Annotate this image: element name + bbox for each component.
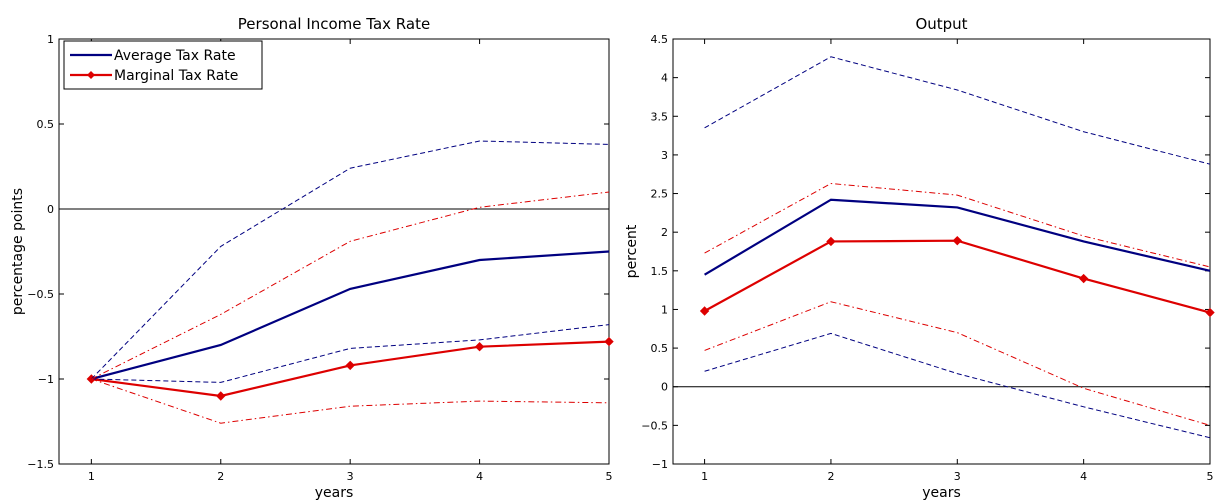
right-series-1-point xyxy=(952,235,963,246)
right-ytick-label: 3.5 xyxy=(651,110,669,123)
right-ytick-label: −1 xyxy=(652,458,668,471)
left-ytick-label: −0.5 xyxy=(27,288,54,301)
left-ytick-label: 0 xyxy=(47,203,54,216)
left-ytick-label: 1 xyxy=(47,33,54,46)
left-x-axis-label: years xyxy=(315,485,354,501)
left-legend-box xyxy=(63,40,263,90)
left-series-1-point xyxy=(216,391,226,401)
right-ytick-label: 0.5 xyxy=(651,342,669,355)
legend-label-0: Average Tax Rate xyxy=(114,48,236,64)
right-series-1-point xyxy=(826,236,836,247)
right-chart-title: Output xyxy=(915,15,967,33)
left-xtick-label: 1 xyxy=(88,470,95,483)
right-y-axis-label: percent xyxy=(624,224,640,278)
legend-marker-1 xyxy=(87,71,95,79)
left-series-line-4 xyxy=(91,191,610,380)
left-xtick-label: 2 xyxy=(217,470,224,483)
right-ytick-label: 2.5 xyxy=(651,188,669,201)
right-ytick-label: 1 xyxy=(661,303,668,316)
right-plot-frame xyxy=(672,38,1211,465)
right-xtick-label: 1 xyxy=(701,470,708,483)
left-series-line-0 xyxy=(91,250,610,381)
right-series-1-point xyxy=(1078,273,1089,284)
right-ytick-label: 3 xyxy=(661,149,668,162)
right-xtick-label: 3 xyxy=(954,470,961,483)
left-series-line-3 xyxy=(91,324,610,383)
left-xtick-label: 5 xyxy=(606,470,613,483)
left-xtick-label: 4 xyxy=(476,470,483,483)
left-chart-title: Personal Income Tax Rate xyxy=(238,15,430,33)
left-ytick-label: 0.5 xyxy=(37,118,55,131)
left-chart: −1.5 −1 −0.5 0 0.5 1 1 2 3 4 5 Personal Income Tax … xyxy=(10,15,614,501)
right-ytick-label: 4.5 xyxy=(651,33,669,46)
right-ytick-label: 0 xyxy=(661,381,668,394)
right-ytick-label: −0.5 xyxy=(641,419,668,432)
right-chart: −1 −0.5 0 0.5 1 1.5 2 2.5 3 3.5 4 4.5 1 2 3 4 5 Output yea… xyxy=(624,15,1215,501)
right-ytick-label: 4 xyxy=(661,72,668,85)
left-series-1-point xyxy=(604,336,614,347)
right-series-line-4 xyxy=(704,182,1211,268)
left-series-line-2 xyxy=(90,140,610,380)
right-ytick-label: 1.5 xyxy=(651,265,669,278)
right-series-1-point xyxy=(1205,307,1215,318)
right-series-line-3 xyxy=(704,332,1211,439)
right-series-line-5 xyxy=(704,301,1211,426)
left-ytick-label: −1.5 xyxy=(27,458,54,471)
right-ytick-label: 2 xyxy=(661,226,668,239)
right-series-1-point xyxy=(699,306,710,316)
right-series-line-2 xyxy=(704,56,1211,165)
right-xtick-label: 2 xyxy=(827,470,834,483)
right-series-line-0 xyxy=(704,198,1211,276)
left-series-1-point xyxy=(474,341,485,352)
right-x-axis-label: years xyxy=(922,485,961,501)
right-xtick-label: 5 xyxy=(1207,470,1214,483)
left-series-line-5 xyxy=(91,378,610,424)
left-ytick-label: −1 xyxy=(38,373,54,386)
legend-label-1: Marginal Tax Rate xyxy=(114,68,238,84)
left-y-axis-label: percentage points xyxy=(10,188,26,315)
left-series-1-point xyxy=(345,360,355,371)
left-xtick-label: 3 xyxy=(347,470,354,483)
left-plot-frame xyxy=(58,38,610,465)
right-xtick-label: 4 xyxy=(1080,470,1087,483)
